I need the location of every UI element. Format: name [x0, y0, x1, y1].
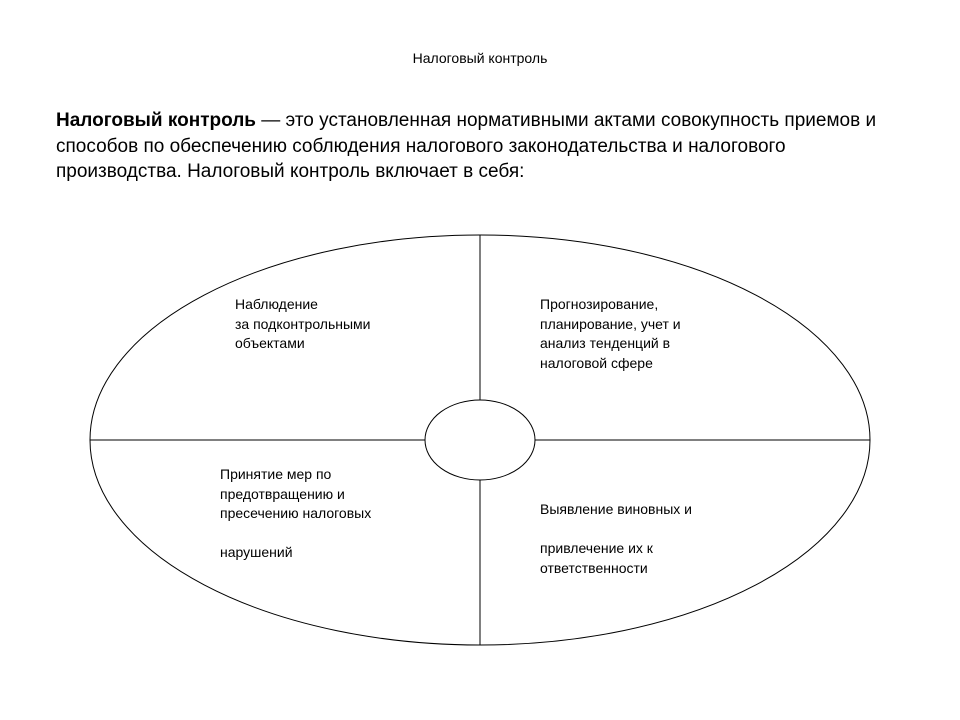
diagram-svg — [50, 215, 910, 715]
definition-term: Налоговый контроль — [56, 110, 256, 131]
quadrant-bottom-right-label: Выявление виновных и привлечение их к от… — [540, 500, 770, 578]
quadrant-top-left-label: Наблюдение за подконтрольными объектами — [235, 295, 455, 354]
quadrant-bottom-left-label: Принятие мер по предотвращению и пресече… — [220, 465, 450, 563]
page-title: Налоговый контроль — [0, 50, 960, 66]
quadrant-top-right-label: Прогнозирование, планирование, учет и ан… — [540, 295, 760, 373]
definition-paragraph: Налоговый контроль — это установленная н… — [56, 108, 904, 185]
quadrant-diagram: Наблюдение за подконтрольными объектами … — [50, 215, 910, 715]
